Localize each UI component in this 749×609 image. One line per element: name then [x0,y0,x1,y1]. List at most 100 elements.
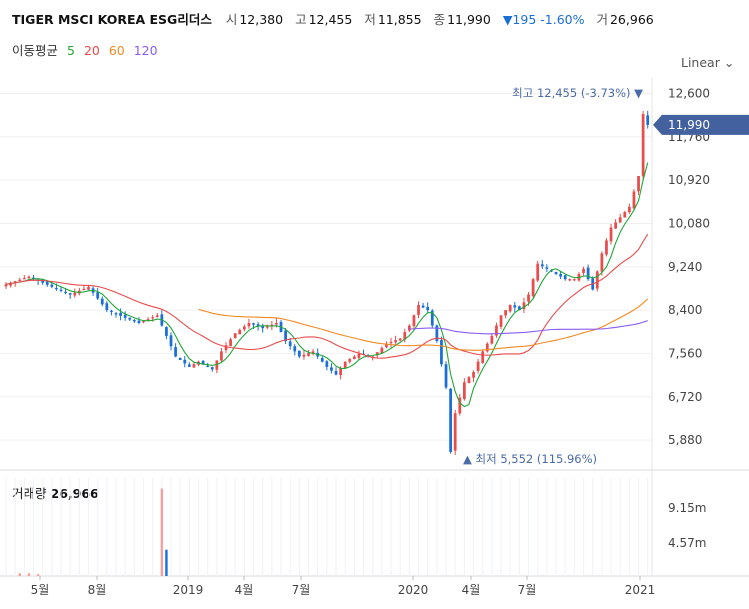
volume-tick-label: 4.57m [668,536,706,550]
candle-body [206,365,210,368]
scale-mode-label: Linear [681,55,720,70]
candle-body [59,289,63,291]
x-tick-label: 4월 [462,583,481,597]
candle-body [490,335,494,344]
candle-body [9,282,12,286]
ma-legend-title: 이동평균 [12,43,59,58]
candle-body [201,360,205,365]
quote-header: TIGER MSCI KOREA ESG리더스 시 12,380 고 12,455 … [12,9,662,28]
close-value: 11,990 [447,12,491,27]
candle-body [385,343,388,348]
candle-body [334,371,338,375]
candle-body [320,357,324,362]
candle-body [330,367,333,371]
candle-body [444,364,448,388]
y-tick-label: 9,240 [668,260,702,274]
candle-body [627,206,631,213]
candle-body [13,281,17,283]
candle-body [375,352,379,356]
candle-body [348,359,352,362]
candle-body [352,356,356,360]
y-tick-label: 5,880 [668,433,702,447]
candle-body [252,323,255,325]
candle-body [284,330,287,342]
candle-body [394,340,397,343]
candle-body [504,310,507,316]
close-label: 종 [433,12,446,27]
scale-mode-toggle[interactable]: Linear ⌄ [681,55,734,70]
candle-body [637,176,640,192]
x-tick-label: 4월 [235,583,254,597]
candle-body [128,317,132,320]
candle-body [68,293,72,295]
candle-body [50,284,54,287]
candle-body [522,302,526,310]
candle-body [220,351,223,361]
candle-body [517,306,521,311]
candle-body [554,271,558,274]
y-tick-label: 7,560 [668,346,702,360]
volume-tick-label: 9.15m [668,501,706,515]
candle-body [449,388,452,452]
candle-body [582,268,585,274]
candle-body [210,367,214,370]
candle-body [618,217,622,223]
volume-value: 26,966 [609,12,654,27]
candle-body [472,372,475,378]
price-tag-label: 11,990 [668,118,710,132]
price-tag-bg [653,114,749,135]
ma-120-label: 120 [133,43,158,58]
min-price-annotation: ▲ 최저 5,552 (115.96%) [463,452,597,466]
candle-body [430,310,434,326]
candle-body [242,326,246,330]
candle-body [458,397,462,414]
candle-body [178,357,182,360]
candle-body [357,353,361,358]
candle-body [256,324,260,327]
candle-body [550,270,553,272]
volume-panel-header: 거래량 26,966 [12,483,99,502]
candle-body [96,292,100,299]
volume-panel-label: 거래량 [12,486,47,501]
candle-body [27,276,31,279]
candle-body [288,341,292,347]
y-tick-label: 6,720 [668,390,702,404]
candle-body [339,368,342,376]
ma-120-line [409,320,648,335]
candle-body [64,291,67,294]
candle-body [155,315,159,317]
high-value: 12,455 [308,12,353,27]
candle-body [174,347,177,357]
candle-body [467,377,471,384]
y-tick-label: 10,080 [668,216,710,230]
candle-body [435,325,439,342]
candle-body [641,114,645,177]
open-label: 시 [225,12,238,27]
x-tick-label: 7월 [292,583,311,597]
candle-body [275,323,278,325]
candle-body [609,227,613,242]
volume-bar [36,574,40,576]
candle-body [119,312,122,316]
low-value: 11,855 [377,12,422,27]
moving-average-legend[interactable]: 이동평균 5 20 60 120 [12,40,163,59]
candle-body [18,279,22,281]
candle-body [105,303,109,311]
candle-body [545,267,549,269]
candle-body [481,351,485,364]
candle-body [476,361,480,372]
candle-body [142,321,145,323]
candle-body [421,305,425,308]
candle-body [293,346,297,352]
candle-body [82,288,86,291]
candle-body [73,292,77,296]
volume-bar [18,573,21,576]
ma-5-label: 5 [67,43,75,58]
chevron-down-icon: ⌄ [723,55,735,70]
candle-body [380,347,384,353]
candle-body [508,304,512,312]
candle-body [559,274,562,277]
candle-body [32,277,35,279]
y-tick-label: 8,400 [668,303,702,317]
